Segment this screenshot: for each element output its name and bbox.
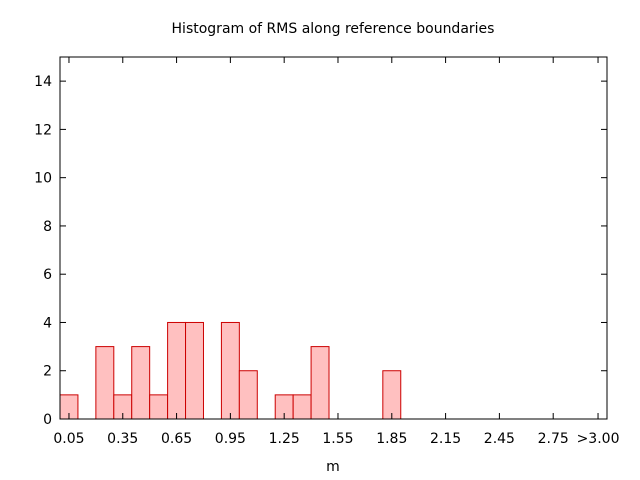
histogram-bar xyxy=(131,346,151,420)
histogram-bar xyxy=(310,346,330,420)
x-tick-label: 0.65 xyxy=(161,431,192,447)
chart-title: Histogram of RMS along reference boundar… xyxy=(172,21,495,37)
x-tick-label: 0.95 xyxy=(215,431,246,447)
x-tick-label: >3.00 xyxy=(577,431,620,447)
x-tick-label: 1.55 xyxy=(322,431,353,447)
y-tick-label: 14 xyxy=(34,74,52,90)
y-tick-label: 12 xyxy=(34,122,52,138)
histogram-bar xyxy=(238,370,258,420)
histogram-bar xyxy=(149,394,169,420)
y-tick-label: 8 xyxy=(43,219,52,235)
y-tick-label: 6 xyxy=(43,267,52,283)
plot-frame xyxy=(59,56,608,420)
bars-layer xyxy=(59,321,402,420)
x-axis-label: m xyxy=(326,459,340,475)
histogram-bar xyxy=(95,346,115,420)
y-tick-label: 0 xyxy=(43,412,52,428)
y-axis: 0 2 4 6 8 10 12 14 xyxy=(34,74,607,428)
histogram-bar xyxy=(382,370,402,420)
y-tick-label: 10 xyxy=(34,171,52,187)
x-axis: 0.05 0.35 0.65 0.95 1.25 1.55 1.85 2.15 2.45 2.75… xyxy=(53,57,619,447)
histogram-bar xyxy=(185,321,204,420)
x-tick-label: 1.25 xyxy=(269,431,300,447)
x-tick-label: 1.85 xyxy=(376,431,407,447)
x-tick-label: 0.35 xyxy=(107,431,138,447)
y-tick-label: 2 xyxy=(43,364,52,380)
x-tick-label: 0.05 xyxy=(53,431,84,447)
x-tick-label: 2.45 xyxy=(484,431,515,447)
histogram-bar xyxy=(220,321,240,420)
x-tick-label: 2.75 xyxy=(538,431,569,447)
histogram-bar xyxy=(292,394,312,420)
y-tick-label: 4 xyxy=(43,315,52,331)
histogram-bar xyxy=(167,321,187,420)
x-tick-label: 2.15 xyxy=(430,431,461,447)
